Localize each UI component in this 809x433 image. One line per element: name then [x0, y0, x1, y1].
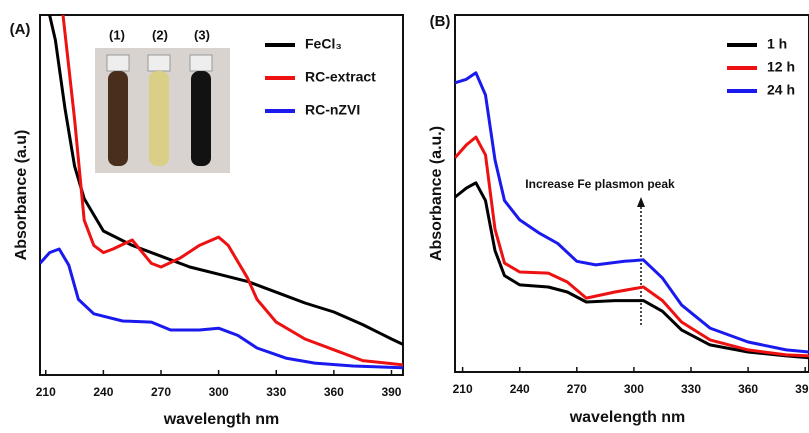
y-axis-label: Absorbance (a.u): [13, 130, 30, 261]
x-tick-label: 240: [93, 385, 113, 399]
annotation-arrowhead: [637, 197, 645, 207]
data-line: [455, 181, 809, 360]
data-line: [40, 247, 403, 370]
x-axis-label: wavelength nm: [569, 409, 686, 426]
data-line: [455, 71, 809, 354]
plot-frame: [454, 14, 809, 373]
legend-label: 24 h: [767, 82, 795, 98]
inset-photo: [95, 48, 230, 173]
x-tick-label: 240: [510, 382, 530, 396]
data-line: [61, 15, 403, 367]
legend-label: RC-extract: [305, 69, 376, 85]
x-tick-label: 360: [324, 385, 344, 399]
data-line: [48, 15, 403, 346]
x-tick-label: 270: [567, 382, 587, 396]
data-line: [455, 135, 809, 358]
legend-label: 12 h: [767, 59, 795, 75]
legend-label: FeCl₃: [305, 36, 342, 52]
inset-label: (3): [194, 27, 210, 42]
x-tick-label: 330: [681, 382, 701, 396]
annotation: Increase Fe plasmon peak: [525, 177, 675, 191]
panel-label: (A): [10, 21, 31, 38]
plot-frame: [39, 14, 404, 376]
panel-label: (B): [430, 13, 451, 30]
x-axis-label: wavelength nm: [163, 411, 280, 428]
x-tick-label: 270: [151, 385, 171, 399]
inset-label: (2): [152, 27, 168, 42]
y-axis-label: Absorbance (a.u.): [428, 126, 445, 261]
x-tick-label: 300: [209, 385, 229, 399]
x-tick-label: 360: [738, 382, 758, 396]
x-tick-label: 300: [624, 382, 644, 396]
legend-label: RC-nZVI: [305, 102, 360, 118]
legend-label: 1 h: [767, 36, 787, 52]
x-tick-label: 330: [266, 385, 286, 399]
x-tick-label: 390: [795, 382, 809, 396]
inset-label: (1): [109, 27, 125, 42]
x-tick-label: 210: [36, 385, 56, 399]
x-tick-label: 390: [381, 385, 401, 399]
x-tick-label: 210: [453, 382, 473, 396]
